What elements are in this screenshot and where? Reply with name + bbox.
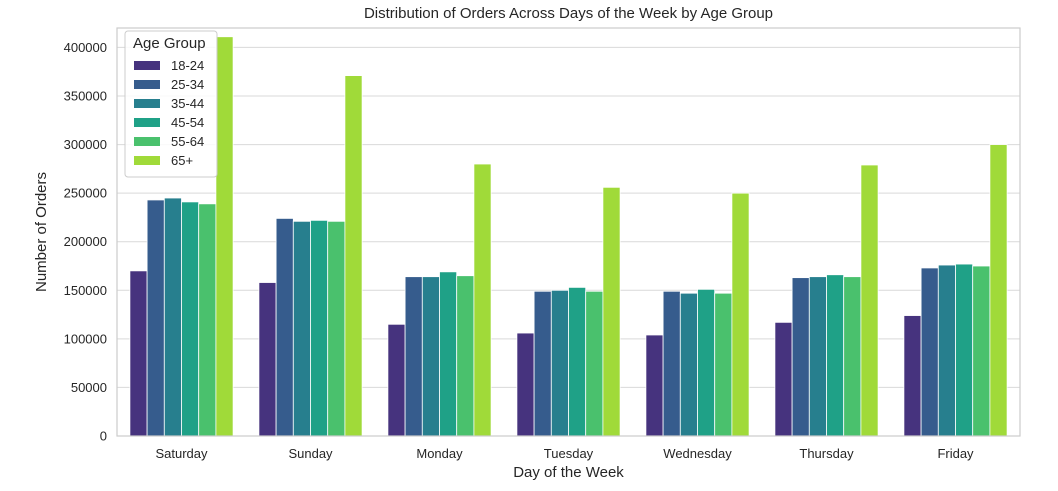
legend-item: 35-44	[134, 96, 204, 111]
bar-monday-65plus	[473, 163, 492, 437]
bar-tuesday-45-54	[568, 286, 587, 437]
y-tick-label: 50000	[71, 380, 107, 395]
x-tick-label: Friday	[937, 446, 974, 461]
legend-label: 55-64	[171, 134, 204, 149]
x-axis-ticks: Saturday Sunday Monday Tuesday Wednesday Thur…	[155, 446, 974, 461]
bar-saturday-35-44	[163, 197, 182, 437]
bar-thursday-18-24	[774, 321, 793, 437]
x-tick-label: Tuesday	[544, 446, 594, 461]
legend-item: 45-54	[134, 115, 204, 130]
y-tick-label: 200000	[64, 234, 107, 249]
bar-tuesday-25-34	[533, 290, 552, 437]
bar-saturday-55-64	[198, 203, 217, 437]
bar-thursday-25-34	[791, 277, 810, 437]
y-tick-label: 100000	[64, 331, 107, 346]
legend-swatch	[134, 99, 160, 108]
bar-sunday-65plus	[344, 75, 363, 437]
y-tick-label: 350000	[64, 89, 107, 104]
bar-friday-65plus	[989, 144, 1008, 437]
legend-item: 65+	[134, 153, 193, 168]
legend-label: 18-24	[171, 58, 204, 73]
bar-sunday-25-34	[275, 217, 294, 437]
legend-item: 55-64	[134, 134, 204, 149]
bar-wednesday-25-34	[662, 290, 681, 437]
bar-friday-25-34	[920, 267, 939, 437]
legend: Age Group 18-24 25-34 35-44 45-54 55-64 65+	[124, 30, 218, 178]
y-tick-label: 250000	[64, 186, 107, 201]
bar-monday-55-64	[456, 275, 475, 437]
bar-wednesday-65plus	[731, 192, 750, 437]
bar-monday-25-34	[404, 276, 423, 437]
bar-tuesday-18-24	[516, 332, 535, 437]
x-tick-label: Monday	[416, 446, 463, 461]
x-axis-label: Day of the Week	[513, 464, 624, 481]
x-tick-label: Sunday	[288, 446, 333, 461]
bar-sunday-35-44	[292, 220, 311, 437]
legend-items: 18-24 25-34 35-44 45-54 55-64 65+	[134, 58, 204, 168]
y-tick-label: 400000	[64, 40, 107, 55]
bar-monday-18-24	[387, 323, 406, 437]
y-tick-label: 150000	[64, 283, 107, 298]
legend-label: 35-44	[171, 96, 204, 111]
legend-title: Age Group	[133, 35, 206, 52]
x-tick-label: Thursday	[799, 446, 854, 461]
y-axis-label: Number of Orders	[33, 172, 50, 292]
legend-swatch	[134, 80, 160, 89]
bar-tuesday-35-44	[550, 289, 569, 437]
bar-tuesday-55-64	[585, 290, 604, 437]
legend-swatch	[134, 118, 160, 127]
x-tick-label: Saturday	[155, 446, 208, 461]
bar-saturday-45-54	[181, 201, 200, 437]
y-tick-label: 0	[100, 429, 107, 444]
chart-title: Distribution of Orders Across Days of th…	[364, 5, 773, 22]
legend-label: 25-34	[171, 77, 204, 92]
plot-frame	[116, 27, 1021, 437]
bar-friday-35-44	[937, 264, 956, 437]
y-axis-ticks: 0 50000 100000 150000 200000 250000 300000 3500…	[64, 40, 107, 444]
legend-swatch	[134, 137, 160, 146]
bar-thursday-55-64	[843, 276, 862, 437]
legend-label: 65+	[171, 153, 193, 168]
bar-thursday-45-54	[826, 274, 845, 437]
y-tick-label: 300000	[64, 137, 107, 152]
bar-wednesday-55-64	[714, 292, 733, 437]
bar-monday-35-44	[421, 276, 440, 437]
bar-wednesday-45-54	[697, 288, 716, 437]
bar-saturday-65plus	[215, 36, 234, 437]
bar-monday-45-54	[439, 271, 458, 437]
legend-swatch	[134, 61, 160, 70]
bar-wednesday-35-44	[679, 292, 698, 437]
bar-friday-55-64	[972, 265, 991, 437]
bar-thursday-65plus	[860, 164, 879, 437]
legend-label: 45-54	[171, 115, 204, 130]
legend-item: 25-34	[134, 77, 204, 92]
bar-sunday-45-54	[310, 219, 329, 437]
bar-saturday-18-24	[129, 270, 148, 437]
legend-swatch	[134, 156, 160, 165]
bar-friday-18-24	[903, 315, 922, 437]
legend-item: 18-24	[134, 58, 204, 73]
x-tick-label: Wednesday	[663, 446, 732, 461]
bar-thursday-35-44	[808, 276, 827, 437]
bar-tuesday-65plus	[602, 186, 621, 437]
bars	[129, 36, 1008, 437]
bar-friday-45-54	[955, 263, 974, 437]
bar-wednesday-18-24	[645, 334, 664, 437]
bar-sunday-18-24	[258, 282, 277, 437]
bar-sunday-55-64	[327, 220, 346, 437]
bar-saturday-25-34	[146, 199, 165, 437]
